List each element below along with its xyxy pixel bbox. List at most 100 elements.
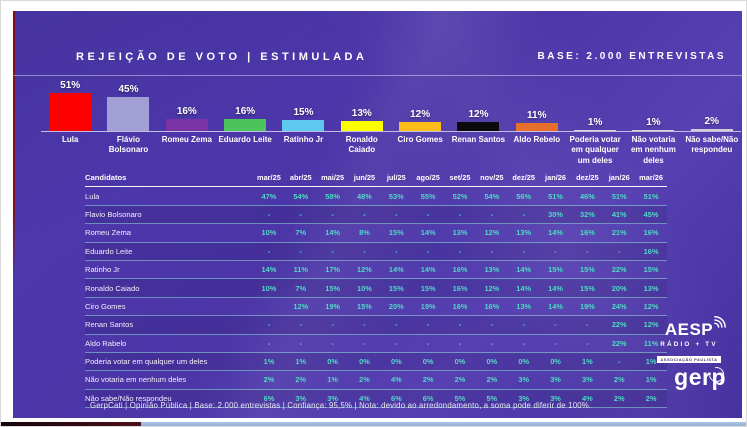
gerp-logo-text: ger xyxy=(674,364,712,390)
column-header-month: mai/25 xyxy=(321,173,345,183)
table-row: Eduardo Leite - - - - - - - - - - - - 16% xyxy=(85,242,667,261)
candidate-value: 5% xyxy=(486,393,498,403)
candidate-value: - xyxy=(395,246,398,256)
bar-category-label: Ratinho Jr xyxy=(283,135,324,144)
candidate-value: 15% xyxy=(548,265,563,275)
candidate-value: 56% xyxy=(516,191,532,201)
bar-value-label: 45% xyxy=(118,84,139,95)
candidate-value: 14% xyxy=(420,228,436,238)
candidate-value: - xyxy=(522,209,525,219)
candidate-value: 1% xyxy=(645,357,657,367)
column-header-month: ago/25 xyxy=(416,173,440,183)
candidate-value: 24% xyxy=(611,301,627,311)
candidate-value: 53% xyxy=(388,191,404,201)
candidate-value: - xyxy=(554,338,557,348)
bar xyxy=(107,97,150,131)
candidate-value: - xyxy=(331,246,334,256)
candidate-value: 19% xyxy=(579,301,595,311)
candidate-name: Flavio Bolsonaro xyxy=(85,209,142,219)
candidate-value: 15% xyxy=(357,301,372,311)
candidate-value: 12% xyxy=(643,301,659,311)
candidate-value: - xyxy=(426,246,430,256)
candidate-name: Ciro Gomes xyxy=(85,301,126,311)
candidate-value: 1% xyxy=(295,357,307,367)
candidate-value: 4% xyxy=(359,393,370,403)
bar-area: 16% xyxy=(157,77,216,132)
candidate-value: 54% xyxy=(293,191,309,201)
candidate-value: 14% xyxy=(325,228,340,238)
bar-value-label: 16% xyxy=(235,106,256,117)
candidate-value: 5% xyxy=(454,393,466,403)
candidate-value: 0% xyxy=(390,357,402,367)
candidate-name: Ratinho Jr xyxy=(85,265,120,275)
candidate-value: 16% xyxy=(484,301,500,311)
table-row: Ciro Gomes 12% 19% 15% 20% 19% 16% 16% 13% 14% 19%… xyxy=(85,298,667,317)
candidate-value: 15% xyxy=(643,265,659,275)
bar-column: 16% Eduardo Leite xyxy=(215,77,275,166)
candidate-value: 12% xyxy=(643,320,659,330)
candidate-value: 13% xyxy=(643,283,659,293)
candidate-value: 15% xyxy=(325,283,340,293)
candidate-value: 22% xyxy=(611,320,627,330)
candidate-value: - xyxy=(331,338,334,348)
candidate-value: 2% xyxy=(454,375,466,385)
bar xyxy=(457,122,500,131)
table-row: Renan Santos - - - - - - - - - - - 22% 12% xyxy=(85,316,667,335)
bar-value-label: 1% xyxy=(646,117,661,128)
table-row: Lula 47% 54% 58% 48% 53% 55% 52% 54% 56% 51% 46% 51%… xyxy=(85,187,667,206)
bar xyxy=(49,93,92,131)
bar-category-label: Ronaldo Caiado xyxy=(345,135,378,155)
candidate-value: 0% xyxy=(422,357,434,367)
candidate-value: - xyxy=(395,209,398,219)
bar-column: 45% Flávio Bolsonaro xyxy=(99,77,158,166)
candidate-value: 13% xyxy=(516,301,532,311)
bar xyxy=(340,121,383,131)
candidate-value: 10% xyxy=(261,228,277,238)
bar-column: 1% Não votaria em nenhum deles xyxy=(624,77,683,166)
bar-column: 13% Ronaldo Caiado xyxy=(332,77,391,166)
candidate-value: 19% xyxy=(325,301,340,311)
candidate-value: 1% xyxy=(582,357,593,367)
bar-column: 15% Ratinho Jr xyxy=(274,77,333,166)
candidate-value: 12% xyxy=(357,265,372,275)
monthly-tracking-table: Candidatos mar/25 abr/25 mai/25 jun/25 jul/25… xyxy=(85,169,667,409)
bar-column: 12% Ciro Gomes xyxy=(390,77,450,166)
bar-category-label: Lula xyxy=(61,135,79,144)
candidate-value: 1% xyxy=(263,357,275,367)
bar-category-label: Eduardo Leite xyxy=(218,135,272,144)
candidate-value: 3% xyxy=(582,375,593,385)
candidate-value: 32% xyxy=(579,209,595,219)
candidate-value: 14% xyxy=(388,265,404,275)
candidate-value: 10% xyxy=(261,283,277,293)
candidate-value: 8% xyxy=(359,228,370,238)
candidate-value: - xyxy=(458,246,462,256)
candidate-value: 3% xyxy=(518,375,530,385)
candidate-name: Eduardo Leite xyxy=(85,246,133,256)
candidate-value: 14% xyxy=(548,283,563,293)
bar-column: 16% Romeu Zema xyxy=(157,77,216,166)
candidate-value: - xyxy=(395,320,398,330)
bar-value-label: 12% xyxy=(410,109,431,120)
table-row: Romeu Zema 10% 7% 14% 8% 15% 14% 13% 12% 13% 14% 16… xyxy=(85,224,667,243)
candidate-value: 16% xyxy=(643,246,659,256)
candidate-value: 12% xyxy=(484,228,500,238)
presentation-slide: REJEIÇÃO DE VOTO | ESTIMULADA BASE: 2.00… xyxy=(13,11,742,418)
candidate-value: 13% xyxy=(516,228,532,238)
bar-area: 1% xyxy=(624,77,683,132)
candidate-value: 51% xyxy=(611,191,627,201)
aesp-logo-subtext: RÁDIO + TV xyxy=(660,341,718,348)
table-row: Aldo Rabelo - - - - - - - - - - - 22% 11% xyxy=(85,335,667,353)
bar-value-label: 2% xyxy=(704,116,719,127)
sample-base-label: BASE: 2.000 ENTREVISTAS xyxy=(537,51,726,62)
bottom-strip-dark-segment xyxy=(1,422,141,426)
candidate-value: 11% xyxy=(643,338,659,348)
bar-value-label: 1% xyxy=(587,117,603,128)
candidate-value: 3% xyxy=(550,375,561,385)
bar xyxy=(690,129,733,131)
candidate-value: 15% xyxy=(388,228,404,238)
candidate-value: - xyxy=(267,338,271,348)
methodology-footer: GerpCati | Opinião Pública | Base: 2.000… xyxy=(90,401,592,410)
bar-column: 12% Renan Santos xyxy=(449,77,508,166)
candidate-value: 0% xyxy=(359,357,370,367)
candidate-value: 3% xyxy=(550,393,561,403)
